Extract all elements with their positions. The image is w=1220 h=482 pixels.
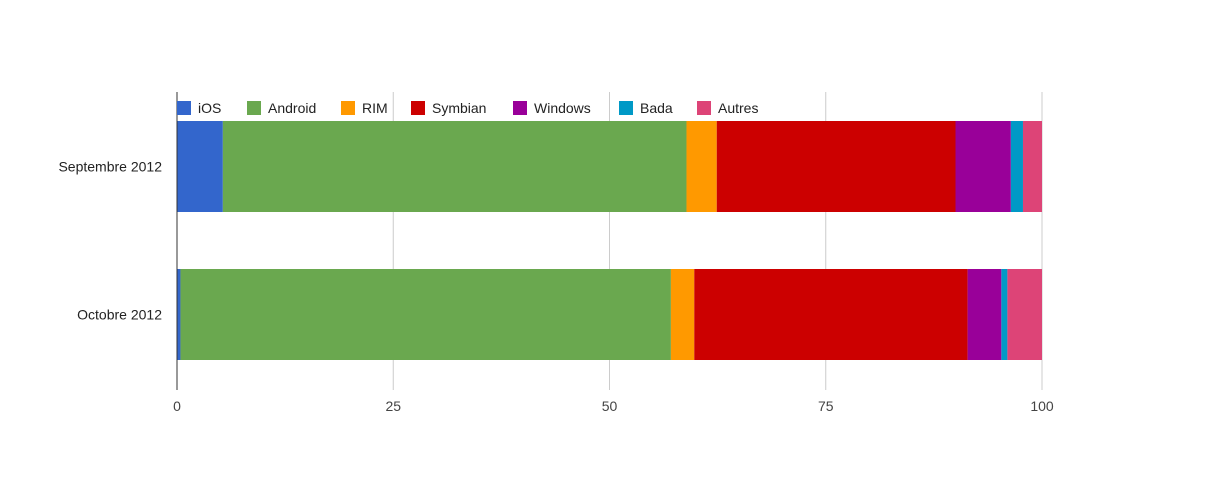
legend-label: RIM xyxy=(362,100,388,116)
x-tick-label: 75 xyxy=(818,398,834,414)
legend-swatch xyxy=(341,101,355,115)
legend-swatch xyxy=(513,101,527,115)
x-tick-label: 50 xyxy=(602,398,618,414)
legend-label: Symbian xyxy=(432,100,486,116)
legend-swatch xyxy=(619,101,633,115)
bar-segment xyxy=(686,121,717,212)
x-axis-ticks: 0 25 50 75 100 xyxy=(173,398,1054,414)
legend-item: Windows xyxy=(513,100,591,116)
legend-item: RIM xyxy=(341,100,388,116)
legend-label: Bada xyxy=(640,100,673,116)
bar-segment xyxy=(1001,269,1008,360)
legend-item: iOS xyxy=(177,100,221,116)
bar-segment xyxy=(716,121,956,212)
x-tick-label: 25 xyxy=(385,398,401,414)
legend-label: Windows xyxy=(534,100,591,116)
category-labels: Septembre 2012 Octobre 2012 xyxy=(58,159,162,323)
bar-segment xyxy=(670,269,695,360)
legend-swatch xyxy=(247,101,261,115)
bar-segment xyxy=(180,269,671,360)
legend-swatch xyxy=(177,101,191,115)
legend-item: Android xyxy=(247,100,316,116)
legend-item: Bada xyxy=(619,100,673,116)
bar-segment xyxy=(177,121,223,212)
legend-swatch xyxy=(411,101,425,115)
legend-label: Android xyxy=(268,100,316,116)
category-label: Septembre 2012 xyxy=(58,159,162,175)
bar-segment xyxy=(1022,121,1042,212)
bars xyxy=(177,121,1042,360)
bar-segment xyxy=(1010,121,1023,212)
legend-label: iOS xyxy=(198,100,221,116)
legend-item: Symbian xyxy=(411,100,486,116)
bar-segment xyxy=(177,269,181,360)
x-tick-label: 100 xyxy=(1030,398,1054,414)
legend-label: Autres xyxy=(718,100,758,116)
bar-segment xyxy=(694,269,968,360)
bar-segment xyxy=(967,269,1002,360)
category-label: Octobre 2012 xyxy=(77,307,162,323)
bar-segment xyxy=(955,121,1011,212)
bar-segment xyxy=(222,121,687,212)
legend-swatch xyxy=(697,101,711,115)
x-tick-label: 0 xyxy=(173,398,181,414)
legend: iOS Android RIM Symbian Windows Bada Autres xyxy=(177,100,758,116)
legend-item: Autres xyxy=(697,100,758,116)
bar-segment xyxy=(1007,269,1042,360)
